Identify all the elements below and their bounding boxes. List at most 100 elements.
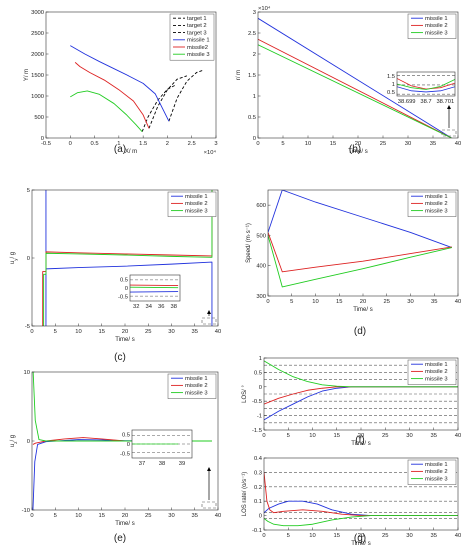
y-axis-label: Speed/ (m·s⁻¹) — [246, 223, 252, 263]
chart-panel-a: -0.5 0 0.5 1 1.5 2 2.5 305001000150020002500300… — [24, 10, 218, 156]
x-tick-label: 35 — [192, 513, 198, 519]
x-tick-label: 25 — [145, 513, 151, 519]
panel-caption: (a) — [114, 144, 126, 155]
x-tick-label: 15 — [336, 299, 342, 305]
plot-frame — [263, 357, 459, 431]
inset-y-tick-label: 0.5 — [122, 433, 130, 439]
legend-label: missile 1 — [425, 194, 448, 200]
y-tick-label: 500 — [34, 115, 44, 121]
x-tick-label: 20 — [360, 299, 366, 305]
legend-label: target 3 — [187, 30, 207, 36]
x-tick-label: 30 — [407, 299, 413, 305]
legend-label: missile 3 — [425, 476, 448, 482]
series-group — [264, 360, 458, 421]
x-tick-label: 5 — [287, 533, 290, 539]
plot-frame — [31, 189, 219, 327]
legend-label: missile 2 — [425, 469, 448, 475]
x-tick-label: 15 — [99, 329, 105, 335]
inset-series-line — [397, 86, 455, 93]
inset-y-tick-label: 0 — [127, 442, 130, 448]
y-tick-label: 400 — [256, 264, 266, 270]
series-line-missile-1 — [264, 500, 458, 517]
inset-x-tick-label: 34 — [146, 304, 153, 310]
y-tick-label: 0 — [27, 439, 30, 445]
panel-caption: (f) — [355, 435, 364, 446]
panel-caption: (g) — [354, 533, 366, 544]
inset-x-tick-label: 32 — [133, 304, 139, 310]
y-tick-label: 2500 — [31, 31, 44, 37]
legend-box — [169, 13, 215, 61]
x-tick-label: 3 — [214, 141, 217, 147]
series-line-missile-1 — [264, 386, 458, 421]
zoom-arrow-head — [207, 467, 211, 471]
inset-frame — [396, 71, 456, 97]
x-axis-label: Time/ s — [348, 149, 367, 155]
y-tick-label: 3000 — [31, 10, 44, 16]
series-line-missile-1 — [45, 190, 213, 326]
x-axis-label: Time/ s — [353, 307, 372, 313]
legend-label: missile 2 — [425, 23, 448, 29]
legend-label: missile 1 — [425, 16, 448, 22]
legend-label: missile 1 — [187, 38, 210, 44]
x-tick-label: 35 — [431, 433, 437, 439]
series-line-missile-3 — [264, 360, 458, 388]
x-tick-label: 5 — [54, 329, 57, 335]
legend-label: missile 3 — [185, 390, 208, 396]
x-tick-label: 10 — [305, 141, 311, 147]
y-tick-label: 0 — [259, 514, 262, 520]
x-tick-label: 25 — [145, 329, 151, 335]
y-tick-label: 500 — [256, 233, 266, 239]
x-tick-label: 15 — [334, 433, 340, 439]
series-line-missile-1 — [258, 17, 452, 138]
x-tick-label: 40 — [455, 533, 461, 539]
x-tick-label: 40 — [215, 329, 221, 335]
series-line-missile-2 — [42, 190, 213, 326]
y-tick-label: 1000 — [31, 94, 44, 100]
x-tick-label: 15 — [99, 513, 105, 519]
inset-x-tick-label: 39 — [179, 461, 185, 467]
inset-plot: 32 34 36 38 0.5 0 -0.5 — [118, 274, 217, 325]
series-line-missile-2 — [268, 232, 452, 273]
panel-caption: (e) — [114, 533, 126, 544]
y-axis-label: r/ m — [236, 70, 242, 80]
inset-series-line — [397, 79, 455, 90]
x-tick-label: 0 — [30, 329, 33, 335]
chart-panel-d: 0 5 10 15 20 25 30 35 40 300 400 500 600 Time/ s Speed… — [246, 189, 461, 337]
series-line-target-2 — [148, 75, 188, 129]
series-group — [258, 17, 452, 138]
y-tick-label: 1 — [253, 94, 256, 100]
y-tick-label: -1 — [257, 414, 262, 420]
x-tick-label: 20 — [358, 533, 364, 539]
inset-x-tick-label: 38.701 — [436, 99, 454, 105]
x-tick-label: 35 — [431, 533, 437, 539]
x-tick-label: 0 — [256, 141, 259, 147]
x-tick-label: 40 — [215, 513, 221, 519]
plot-frame — [45, 11, 217, 139]
panel-caption: (c) — [114, 352, 126, 363]
chart-panel-b: 0 5 10 15 20 25 30 35 40 0 0.5 1 1.5 2 2.5 3 Time/ s r/ m… — [236, 5, 461, 155]
x-tick-label: 20 — [122, 513, 128, 519]
y-tick-label: 5 — [27, 188, 30, 194]
inset-x-tick-label: 37 — [139, 461, 145, 467]
x-tick-label: 35 — [430, 141, 436, 147]
y-tick-label: 1500 — [31, 73, 44, 79]
inset-plot: 37 38 39 0.5 0 -0.5 — [120, 429, 217, 509]
y-tick-label: 1 — [259, 356, 262, 362]
y-tick-label: 600 — [256, 203, 266, 209]
x-axis-label: Time/ s — [351, 441, 370, 447]
inset-frame — [131, 429, 193, 459]
x-tick-label: 2.5 — [188, 141, 196, 147]
y-tick-label: -0.5 — [252, 399, 262, 405]
x-tick-label: 5 — [281, 141, 284, 147]
legend-label: missile 3 — [187, 52, 210, 58]
y-tick-label: 2.5 — [248, 31, 256, 37]
y-tick-label: -5 — [25, 324, 30, 330]
inset-series-line — [397, 78, 455, 90]
legend-label: missile 1 — [185, 194, 208, 200]
y-tick-label: 0.1 — [254, 499, 262, 505]
